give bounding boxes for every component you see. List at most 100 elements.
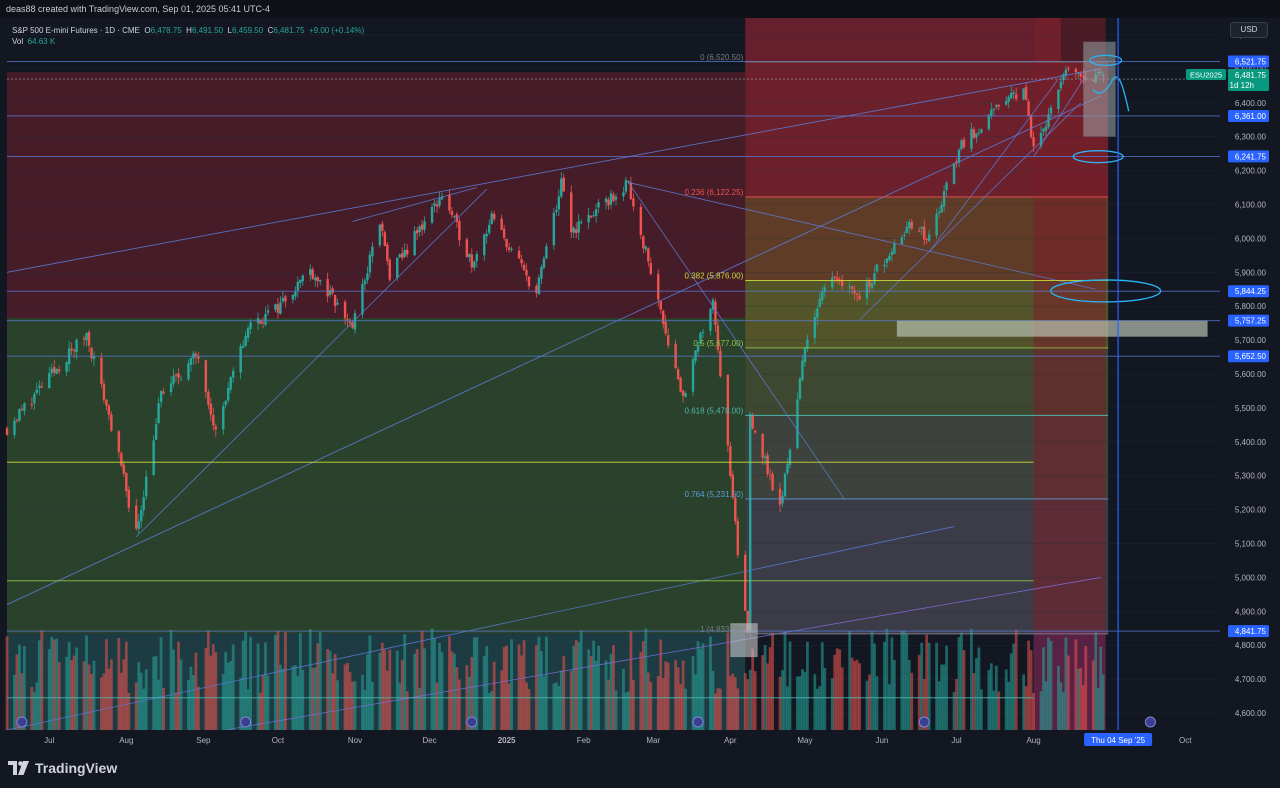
trend-line-nov	[352, 187, 477, 222]
volume-bar	[960, 632, 963, 730]
volume-bar	[276, 631, 280, 730]
price-tick-label: 5,700.00	[1235, 336, 1267, 345]
volume-bar	[395, 650, 399, 730]
candle-body	[107, 405, 111, 415]
candle-body	[778, 488, 782, 505]
volume-bar	[117, 638, 121, 730]
candle-body	[786, 464, 789, 473]
price-level-tag-label: 5,844.25	[1235, 287, 1267, 296]
candle-body	[783, 473, 787, 497]
volume-bar	[82, 661, 86, 730]
drawing-layer	[6, 41, 1220, 731]
candle-body	[962, 139, 966, 148]
candle-body	[1047, 114, 1050, 128]
volume-bar	[594, 660, 598, 730]
volume-bar	[440, 651, 444, 730]
tradingview-icon	[8, 761, 29, 775]
candle-body	[1049, 107, 1053, 114]
candle-body	[174, 374, 178, 376]
price-tick-label: 4,900.00	[1235, 607, 1267, 616]
candle-body	[23, 403, 26, 412]
time-axis: Jul Aug Sep Oct Nov Dec 2025 Feb Mar Apr May Jun Jul…	[0, 716, 1280, 752]
symbol-tag	[1186, 69, 1226, 81]
candle-body	[831, 277, 834, 288]
volume-bar	[430, 628, 434, 730]
event-marker-icon	[918, 716, 930, 728]
volume-bar	[65, 656, 69, 730]
candle-body	[475, 253, 478, 262]
volume-bar	[214, 652, 218, 730]
volume-bar	[353, 681, 357, 730]
volume-bar	[13, 674, 16, 730]
candle-body	[684, 393, 687, 398]
candle-body	[430, 206, 434, 223]
legend-vol: 64.63 K	[27, 37, 56, 46]
volume-bar	[796, 676, 799, 730]
time-tick-label: Jun	[875, 736, 888, 745]
cursor-date-tag	[1084, 733, 1153, 746]
candle-body	[522, 264, 526, 271]
candle-body	[624, 180, 628, 192]
volume-bar	[470, 657, 474, 730]
volume-bar	[1007, 681, 1011, 730]
candle-body	[246, 327, 250, 338]
volume-bar	[490, 691, 494, 730]
volume-bar	[343, 664, 347, 730]
candle-body	[803, 347, 807, 362]
volume-bar	[127, 692, 131, 730]
volume-bar	[296, 675, 300, 730]
candle-body	[736, 520, 739, 556]
candle-body	[970, 128, 973, 149]
candle-body	[647, 248, 650, 262]
volume-bar	[858, 663, 861, 730]
volume-bar	[641, 641, 645, 730]
candle-body	[666, 335, 670, 346]
volume-bar	[902, 630, 906, 730]
candle-body	[942, 191, 946, 207]
tradingview-logo[interactable]: TradingView	[8, 760, 117, 776]
volume-bar	[1057, 665, 1060, 730]
header-bar: deas88 created with TradingView.com, Sep…	[0, 0, 1280, 18]
volume-bar	[30, 687, 34, 730]
volume-bar	[249, 636, 252, 730]
volume-bar	[20, 673, 24, 730]
candle-body	[301, 275, 304, 282]
price-tick-label: 5,200.00	[1235, 506, 1267, 515]
legend-change: +9.00 (+0.14%)	[308, 26, 365, 35]
event-marker-icon	[1144, 716, 1156, 728]
volume-bar	[972, 673, 976, 730]
candle-body	[542, 258, 546, 268]
volume-bar	[1012, 643, 1016, 730]
volume-bar	[326, 649, 330, 730]
time-tick-label: Dec	[422, 736, 436, 745]
price-tick-label: 5,100.00	[1235, 540, 1267, 549]
up-fan-2	[928, 78, 1059, 253]
candle-body	[597, 202, 600, 208]
volume-bar	[569, 670, 573, 730]
candle-body	[82, 338, 86, 340]
volume-bar	[378, 652, 382, 730]
candle-body	[204, 360, 208, 393]
volume-bar	[559, 670, 563, 730]
candle-body	[1027, 101, 1030, 117]
candle-body	[853, 290, 856, 294]
candle-body	[328, 290, 332, 295]
volume-bar	[226, 662, 230, 730]
candle-body	[960, 140, 963, 150]
volume-bar	[766, 663, 770, 730]
candle-body	[833, 276, 836, 278]
candle-body	[105, 399, 108, 406]
volume-bar	[768, 647, 772, 730]
volume-bar	[666, 662, 670, 730]
candle-body	[120, 453, 123, 466]
candle-body	[214, 426, 217, 430]
price-tick-label: 4,700.00	[1235, 675, 1267, 684]
currency-button[interactable]: USD	[1230, 22, 1268, 38]
header-caption: deas88 created with TradingView.com, Sep…	[6, 4, 270, 14]
volume-bar	[1042, 647, 1045, 730]
price-chart[interactable]: 0 (6,520.50) 0.236 (6,122.25) 0.382 (5,876…	[0, 18, 1280, 752]
candle-body	[589, 216, 593, 218]
volume-bar	[540, 651, 543, 730]
volume-bar	[256, 643, 260, 730]
volume-bar	[535, 645, 538, 730]
